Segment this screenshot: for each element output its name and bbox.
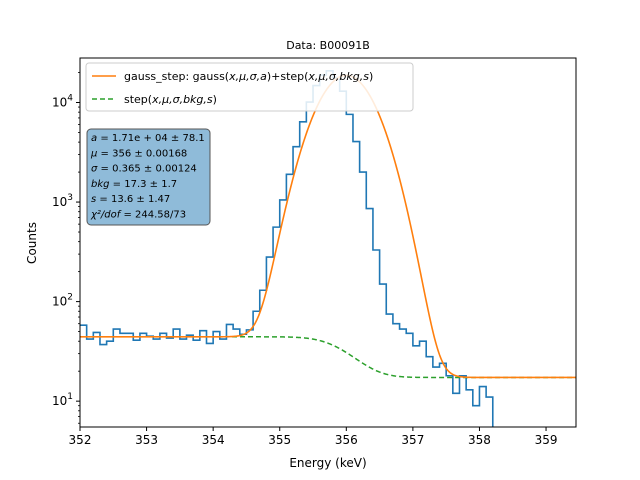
step-fit-line	[80, 336, 576, 379]
y-axis-label: Counts	[25, 222, 39, 264]
x-tick-label: 356	[335, 433, 358, 447]
histogram-layer	[80, 70, 501, 427]
x-tick-label: 352	[69, 433, 92, 447]
fit-stat-line: μ = 356 ± 0.00168	[90, 148, 187, 159]
histogram-line	[80, 70, 501, 427]
x-tick-label: 354	[202, 433, 225, 447]
y-tick-label: 104	[52, 94, 73, 110]
x-tick-label: 353	[135, 433, 158, 447]
fit-stat-line: a = 1.71e + 04 ± 78.1	[91, 133, 205, 144]
x-tick-label: 357	[401, 433, 424, 447]
fit-stats-lines: a = 1.71e + 04 ± 78.1 μ = 356 ± 0.00168 σ …	[90, 133, 205, 221]
plot-frame	[79, 57, 577, 428]
fit-layer	[80, 74, 576, 379]
legend: gauss_step: gauss(x,μ,σ,a)+step(x,μ,σ,bk…	[85, 62, 414, 112]
x-tick-label: 358	[468, 433, 491, 447]
chart-title: Data: B00091B	[286, 39, 370, 52]
gauss-step-fit-line	[80, 74, 576, 379]
fit-stat-line: bkg = 17.3 ± 1.7	[91, 179, 177, 190]
fit-stat-line: σ = 0.365 ± 0.00124	[91, 164, 197, 175]
x-tick-label: 359	[535, 433, 558, 447]
legend-entry-step: step(x,μ,σ,bkg,s)	[124, 93, 217, 106]
y-tick-label: 101	[52, 392, 73, 408]
fit-stat-line: s = 13.6 ± 1.47	[91, 194, 170, 205]
y-tick-label: 103	[52, 193, 73, 209]
legend-box	[85, 62, 414, 112]
legend-entry-fit: gauss_step: gauss(x,μ,σ,a)+step(x,μ,σ,bk…	[124, 70, 373, 83]
plot-area	[80, 70, 576, 427]
x-axis-label: Energy (keV)	[289, 456, 366, 470]
fit-stat-line: χ²/dof = 244.58/73	[90, 210, 186, 221]
y-axis-ticks: 101 102 103 104	[52, 72, 80, 424]
x-tick-label: 355	[268, 433, 291, 447]
fit-stats-box: a = 1.71e + 04 ± 78.1 μ = 356 ± 0.00168 σ …	[86, 128, 211, 226]
y-tick-label: 102	[52, 293, 73, 309]
x-axis-ticks: 352 353 354 355 356 357 358 359	[69, 427, 558, 447]
fit-stats-background	[86, 128, 211, 226]
